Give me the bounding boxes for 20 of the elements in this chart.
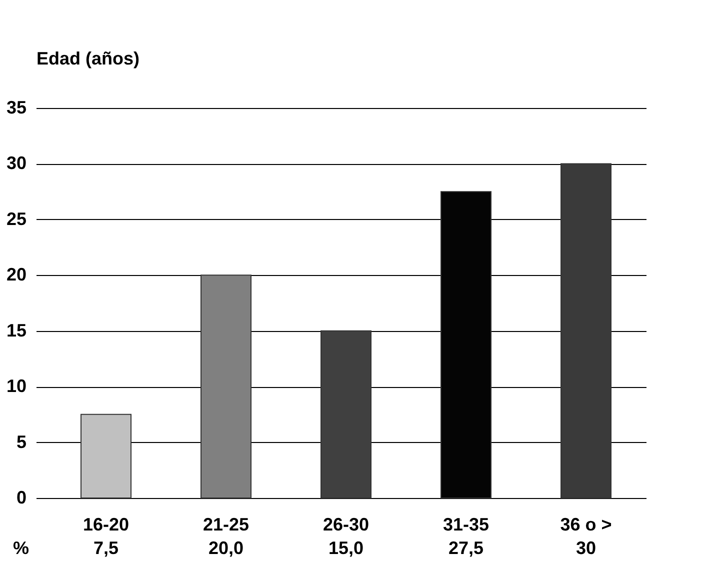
y-tick-label: 20 <box>6 264 26 285</box>
y-tick-label: 5 <box>16 432 26 452</box>
text: % <box>12 538 30 558</box>
y-tick-label: 10 <box>6 376 26 396</box>
data-label: 15,0 <box>328 538 364 558</box>
x-tick-label: 16-20 <box>82 514 130 534</box>
y-tick-label: 15 <box>6 320 26 340</box>
data-label: 20,0 <box>208 538 244 558</box>
x-tick-label: 26-30 <box>322 514 370 534</box>
y-tick-label: 25 <box>6 208 26 229</box>
y-tick-label: 35 <box>6 98 26 118</box>
data-label: 27,5 <box>448 538 484 558</box>
y-axis-title: Edad (años) <box>36 48 140 68</box>
data-label: 7,5 <box>93 538 119 558</box>
x-tick-label: 21-25 <box>202 514 250 534</box>
x-tick-label: 31-35 <box>442 514 490 534</box>
x-tick-label: 36 o > <box>560 514 612 534</box>
y-tick-label: 0 <box>16 488 26 508</box>
y-tick-label: 30 <box>6 153 26 174</box>
data-label: 30 <box>576 538 596 558</box>
